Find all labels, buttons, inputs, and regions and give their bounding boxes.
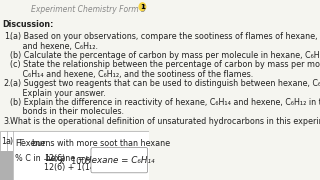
Text: 2.: 2. [4, 79, 11, 88]
Text: burns with more soot than hexane: burns with more soot than hexane [27, 139, 170, 148]
Text: 1: 1 [140, 4, 145, 10]
Text: 12(6): 12(6) [44, 154, 65, 163]
Text: (a) Based on your observations, compare the sootiness of flames of hexane, C₆H₁₄: (a) Based on your observations, compare … [11, 32, 320, 41]
Text: C₆H₁₄ and hexene, C₆H₁₂, and the sootiness of the flames.: C₆H₁₄ and hexene, C₆H₁₂, and the sootine… [11, 70, 254, 79]
Text: What is the operational definition of unsaturated hydrocarbons in this experimen: What is the operational definition of un… [11, 117, 320, 126]
Text: Hexane = C₆H₁₄: Hexane = C₆H₁₄ [84, 156, 154, 165]
Text: and hexene, C₆H₁₂.: and hexene, C₆H₁₂. [11, 42, 99, 51]
Text: a): a) [6, 137, 14, 146]
Text: x   100% = 83.72%: x 100% = 83.72% [54, 157, 137, 166]
Text: 1: 1 [1, 137, 6, 146]
Text: 3.: 3. [4, 117, 11, 126]
Text: (a) Suggest two reagents that can be used to distinguish between hexane, C₆H₁₄ a: (a) Suggest two reagents that can be use… [11, 79, 320, 88]
Text: (c) State the relationship between the percentage of carbon by mass per molecule: (c) State the relationship between the p… [11, 60, 320, 69]
FancyBboxPatch shape [91, 148, 148, 173]
Text: bonds in their molecules.: bonds in their molecules. [11, 107, 124, 116]
Text: Hexene: Hexene [15, 139, 45, 148]
Text: (b) Explain the difference in reactivity of hexane, C₆H₁₄ and hexene, C₆H₁₂ in t: (b) Explain the difference in reactivity… [11, 98, 320, 107]
Circle shape [139, 3, 146, 11]
Text: Explain your answer.: Explain your answer. [11, 89, 106, 98]
Text: % C in  hexane =: % C in hexane = [15, 154, 87, 163]
Text: (b) Calculate the percentage of carbon by mass per molecule in hexane, C₆H₁₄ and: (b) Calculate the percentage of carbon b… [11, 51, 320, 60]
Text: Experiment Chemistry Form 5: Experiment Chemistry Form 5 [31, 5, 146, 14]
Text: 1.: 1. [4, 32, 11, 41]
Text: 12(6) + 1(14): 12(6) + 1(14) [44, 163, 98, 172]
Bar [0, 131, 149, 180]
Bar [0, 151, 13, 180]
Text: Discussion:: Discussion: [2, 20, 54, 29]
